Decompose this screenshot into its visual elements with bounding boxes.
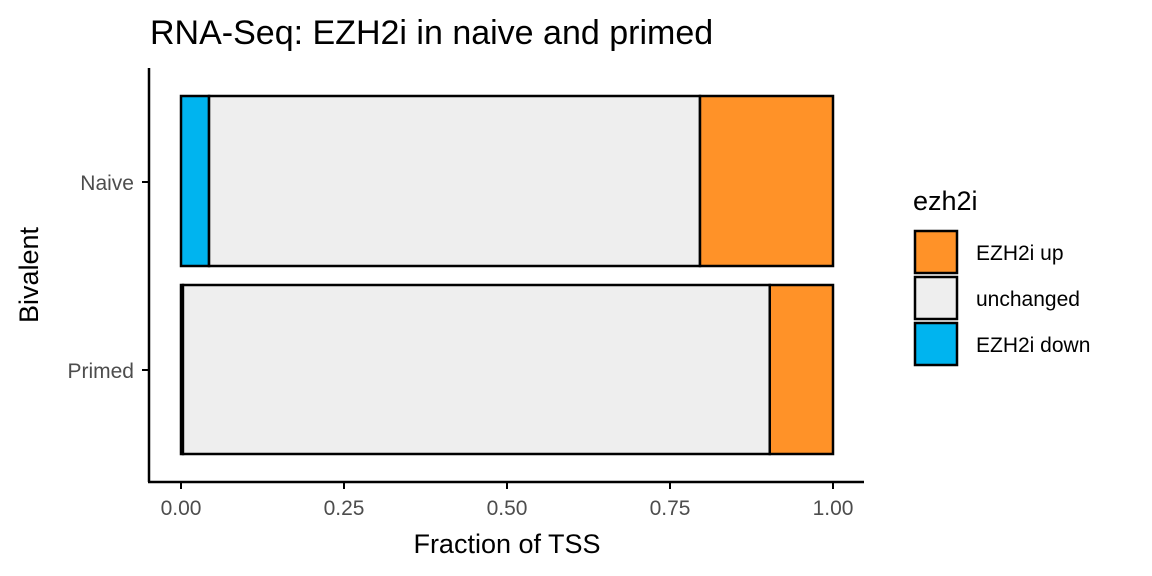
legend-label: EZH2i up: [976, 242, 1064, 265]
bar-naive-ezh2i-down: [179, 94, 211, 268]
x-axis-ticks: 0.00 0.25 0.50 0.75 1.00: [161, 482, 854, 520]
bar-naive-unchanged: [207, 94, 702, 268]
x-axis-title: Fraction of TSS: [413, 529, 600, 559]
bar-naive-ezh2i-up: [698, 94, 835, 268]
legend-label: EZH2i down: [976, 334, 1090, 357]
legend-swatch: [913, 321, 959, 367]
chart-title: RNA-Seq: EZH2i in naive and primed: [150, 14, 713, 52]
legend: ezh2i EZH2i up unchanged EZH2i down: [913, 186, 1090, 367]
bar-primed-ezh2i-up: [768, 283, 835, 456]
x-tick-label: 0.00: [161, 497, 202, 520]
x-tick-label: 0.25: [324, 497, 365, 520]
x-tick-label: 1.00: [813, 497, 854, 520]
legend-title: ezh2i: [913, 186, 978, 216]
legend-swatch: [913, 229, 959, 275]
y-axis-ticks: Naive Primed: [67, 172, 149, 383]
legend-label: unchanged: [976, 288, 1080, 311]
y-tick-label: Naive: [80, 172, 134, 195]
x-tick-label: 0.50: [487, 497, 528, 520]
bar-layer: [179, 94, 835, 456]
legend-swatch: [913, 275, 959, 321]
bar-primed-unchanged: [181, 283, 772, 456]
x-tick-label: 0.75: [650, 497, 691, 520]
y-axis-title: Bivalent: [14, 226, 44, 323]
y-tick-label: Primed: [67, 360, 134, 383]
